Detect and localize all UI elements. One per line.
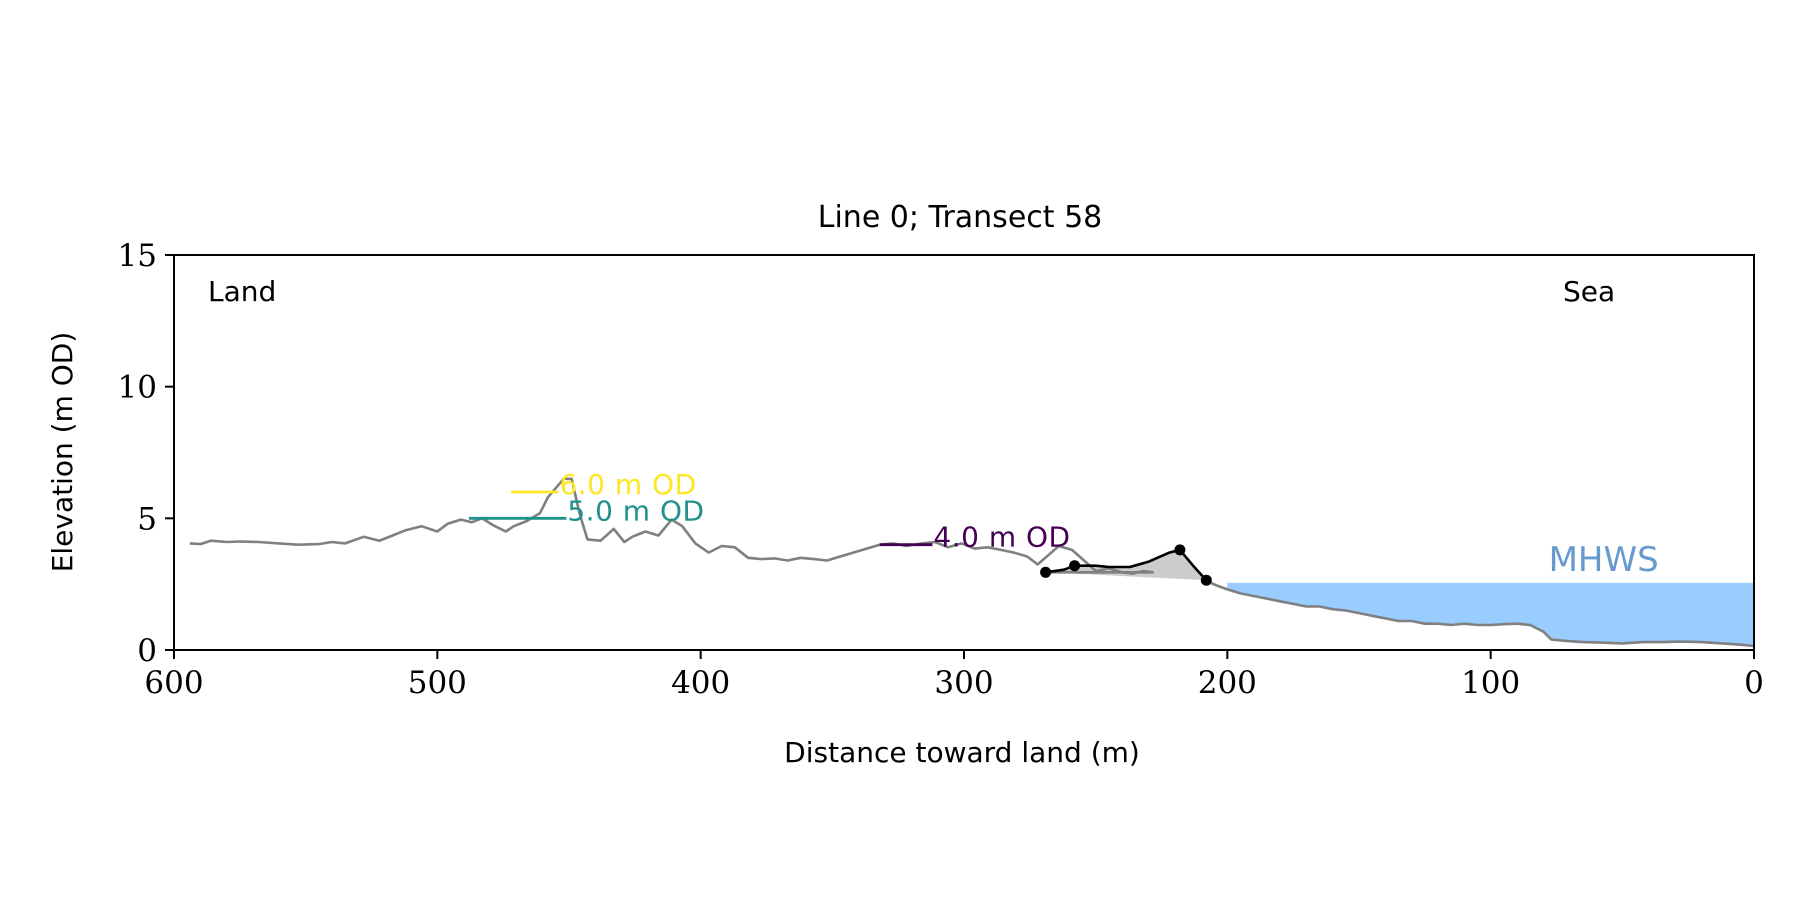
level-label-2: 4.0 m OD (933, 521, 1070, 554)
plot-area: 6.0 m OD5.0 m OD 4.0 m OD MHWS (189, 468, 1755, 648)
x-tick-label-4: 200 (1198, 665, 1257, 701)
x-tick-label-3: 300 (934, 665, 993, 701)
x-tick-label-5: 100 (1461, 665, 1520, 701)
y-axis-label: Elevation (m OD) (46, 332, 79, 573)
dune-ridge-marker-3 (1200, 574, 1212, 586)
mhws-water-fill (1227, 582, 1754, 646)
land-annotation: Land (208, 275, 276, 308)
dune-ridge-marker-2 (1174, 544, 1186, 556)
dune-ridge-marker-0 (1040, 566, 1052, 578)
x-axis: 600 500 400 300 200 100 0 (144, 650, 1764, 701)
y-tick-label-2: 10 (118, 370, 157, 406)
profile-line-sea (1205, 579, 1755, 648)
dune-ridge-marker-1 (1069, 560, 1081, 572)
y-tick-label-3: 15 (118, 238, 157, 274)
x-axis-label: Distance toward land (m) (784, 736, 1140, 769)
x-tick-label-6: 0 (1744, 665, 1764, 701)
x-tick-label-0: 600 (144, 665, 203, 701)
x-tick-label-2: 400 (671, 665, 730, 701)
y-axis: 0 5 10 15 (118, 238, 174, 669)
chart-title: Line 0; Transect 58 (818, 200, 1103, 235)
sea-annotation: Sea (1563, 275, 1615, 308)
y-tick-label-0: 0 (137, 633, 157, 669)
mhws-label: MHWS (1549, 540, 1659, 580)
x-tick-label-1: 500 (408, 665, 467, 701)
profile-line-land (189, 477, 1154, 575)
level-label-1: 5.0 m OD (567, 494, 704, 527)
y-tick-label-1: 5 (137, 501, 157, 537)
level-label-0: 6.0 m OD (559, 468, 696, 501)
